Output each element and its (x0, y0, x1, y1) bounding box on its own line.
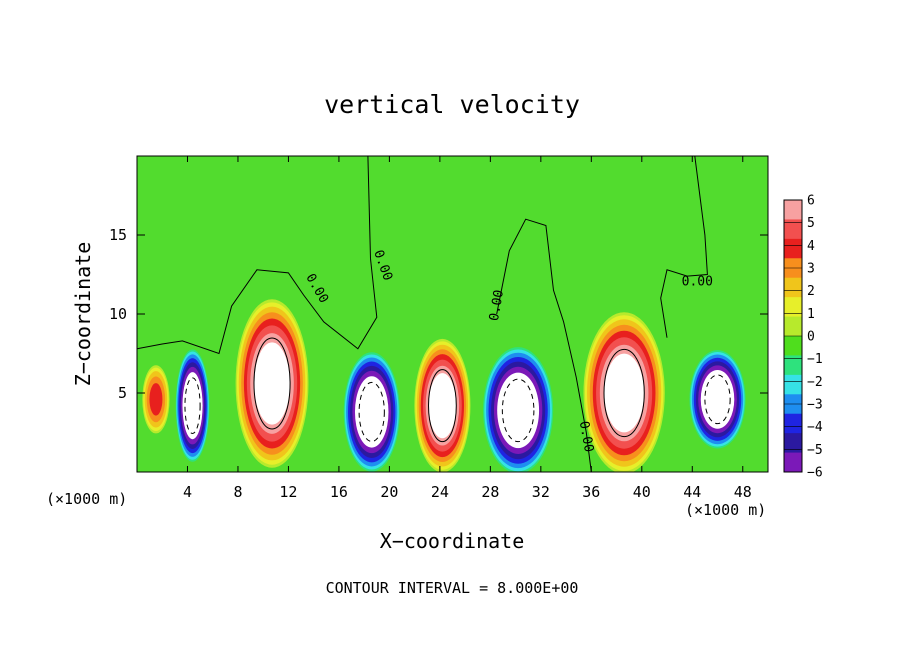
downdraft-cell-1 (343, 352, 400, 472)
colorbar-label-3: 3 (807, 262, 815, 277)
updraft-cell-0-band-7 (254, 342, 290, 425)
y-tick-label-2: 15 (109, 226, 127, 244)
colorbar-swatch-4 (784, 277, 802, 298)
colorbar-swatch-9 (784, 374, 802, 395)
zero-contour-2 (660, 156, 708, 338)
contour-downdraft-3 (704, 374, 731, 425)
y-tick-label-1: 10 (109, 305, 127, 323)
colorbar-swatch-13 (784, 452, 802, 473)
x-tick-label-11: 48 (734, 483, 752, 501)
colorbar-label-6: 0 (807, 330, 815, 345)
colorbar-label-5: 1 (807, 307, 815, 322)
contour-updraft-0 (253, 337, 291, 430)
x-tick-label-6: 28 (481, 483, 499, 501)
y-tick-label-0: 5 (118, 384, 127, 402)
x-axis: 4 8 12 16 20 24 28 32 36 40 44 48 (183, 156, 752, 501)
downdraft-cell-1-band-6 (354, 376, 389, 448)
plot-area: 0.000.000.000.000.00 (137, 156, 768, 472)
x-unit-right: (×1000 m) (685, 501, 766, 519)
downdraft-cell-3-band-6 (700, 369, 735, 429)
colorbar-label-10: −4 (807, 420, 823, 435)
colorbar-label-12: −6 (807, 466, 823, 481)
colorbar-swatch-7 (784, 336, 802, 356)
colorbar-label-1: 5 (807, 216, 815, 231)
downdraft-cell-3 (689, 350, 746, 449)
x-tick-label-5: 24 (431, 483, 449, 501)
colorbar-swatch-0 (784, 200, 802, 220)
colorbar-swatch-8 (784, 355, 802, 376)
updraft-cell-1-band-7 (428, 373, 457, 439)
chart-title: vertical velocity (324, 90, 580, 119)
x-axis-label: X−coordinate (380, 529, 525, 553)
x-tick-label-9: 40 (633, 483, 651, 501)
x-tick-label-8: 36 (582, 483, 600, 501)
colorbar-label-2: 4 (807, 239, 815, 254)
contour-updraft-1 (428, 369, 457, 443)
colorbar-label-8: −2 (807, 375, 823, 390)
colorbar-label-7: −1 (807, 352, 823, 367)
contour-label-2: 0.00 (487, 289, 507, 322)
updraft-cell-2 (583, 312, 665, 472)
downdraft-cell-2 (483, 347, 554, 472)
contour-label-4: 0.00 (682, 275, 713, 290)
downdraft-cell-0-band-6 (182, 372, 203, 440)
zero-contour-1 (496, 218, 592, 472)
x-tick-label-4: 20 (380, 483, 398, 501)
contour-downdraft-0 (184, 377, 201, 434)
colorbar-label-11: −5 (807, 443, 823, 458)
y-axis-label: Z−coordinate (71, 242, 95, 387)
contour-label-3: 0.00 (576, 420, 596, 453)
downdraft-cell-0 (175, 349, 210, 462)
updraft-cell-2-band-7 (604, 353, 644, 433)
x-tick-label-3: 16 (330, 483, 348, 501)
updraft-cell-0 (235, 299, 309, 468)
colorbar-swatch-6 (784, 316, 802, 337)
contour-updraft-2 (603, 348, 645, 438)
x-tick-label-10: 44 (683, 483, 701, 501)
x-tick-label-1: 8 (233, 483, 242, 501)
contour-downdraft-1 (358, 381, 385, 443)
velocity-field (142, 299, 746, 472)
contour-interval-note: CONTOUR INTERVAL = 8.000E+00 (326, 579, 579, 597)
colorbar-label-4: 2 (807, 284, 815, 299)
updraft-cell-3-band-4 (149, 383, 163, 416)
downdraft-cell-2-band-6 (497, 372, 540, 449)
x-tick-label-0: 4 (183, 483, 192, 501)
x-unit-left: (×1000 m) (46, 490, 127, 508)
contour-downdraft-2 (501, 378, 535, 443)
updraft-cell-1 (414, 338, 471, 472)
colorbar-swatch-1 (784, 219, 802, 240)
colorbar-label-9: −3 (807, 398, 823, 413)
x-tick-label-7: 32 (532, 483, 550, 501)
x-tick-label-2: 12 (279, 483, 297, 501)
colorbar-swatch-2 (784, 238, 802, 259)
colorbar-label-0: 6 (807, 194, 815, 209)
zero-contour-0 (137, 156, 378, 355)
y-axis: 5 10 15 (109, 226, 768, 402)
colorbar: 6 5 4 3 2 1 0 −1 −2 −3 −4 −5 −6 (783, 194, 823, 481)
updraft-cell-3 (142, 365, 170, 434)
colorbar-swatch-12 (784, 433, 802, 454)
colorbar-swatch-11 (784, 413, 802, 434)
colorbar-swatch-5 (784, 297, 802, 318)
